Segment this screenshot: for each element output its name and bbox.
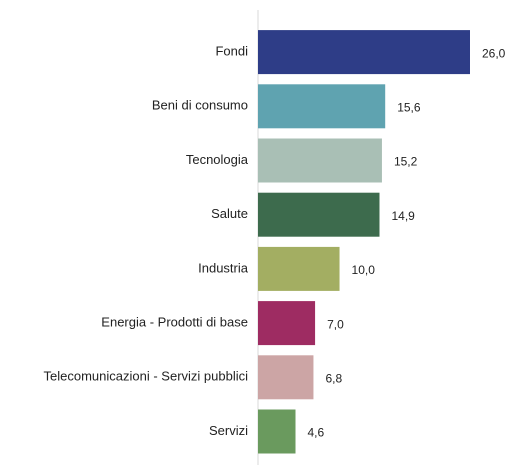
- category-label: Servizi: [209, 423, 248, 438]
- category-label: Tecnologia: [186, 152, 249, 167]
- value-label: 6,8: [325, 371, 342, 385]
- bar: [258, 355, 314, 400]
- category-label: Industria: [198, 260, 249, 275]
- category-label: Energia - Prodotti di base: [101, 315, 248, 330]
- category-label: Fondi: [215, 44, 248, 59]
- value-label: 4,6: [308, 426, 325, 440]
- category-label: Salute: [211, 206, 248, 221]
- bar: [258, 409, 296, 454]
- bar: [258, 138, 382, 183]
- value-label: 15,2: [394, 155, 418, 169]
- value-label: 15,6: [397, 100, 421, 114]
- bar: [258, 30, 470, 75]
- value-label: 7,0: [327, 317, 344, 331]
- bar: [258, 84, 386, 129]
- bar: [258, 246, 340, 291]
- category-label: Telecomunicazioni - Servizi pubblici: [44, 369, 249, 384]
- category-label: Beni di consumo: [152, 98, 248, 113]
- bar: [258, 192, 380, 237]
- value-label: 10,0: [352, 263, 376, 277]
- bar: [258, 301, 316, 346]
- value-label: 26,0: [482, 46, 506, 60]
- value-label: 14,9: [391, 209, 415, 223]
